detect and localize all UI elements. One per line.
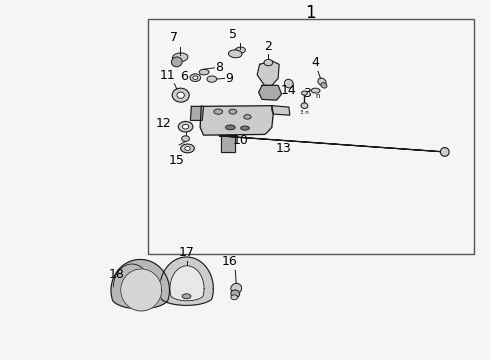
Ellipse shape [207,76,217,82]
Ellipse shape [177,92,184,98]
Polygon shape [200,106,273,135]
Text: 4: 4 [312,55,319,68]
Polygon shape [257,61,279,85]
Polygon shape [111,260,170,309]
Ellipse shape [172,57,182,67]
Text: 8: 8 [215,60,223,74]
Ellipse shape [231,283,242,294]
Text: 6: 6 [180,70,188,83]
Text: 16: 16 [221,255,237,268]
Ellipse shape [199,69,209,75]
Polygon shape [121,269,162,311]
Ellipse shape [284,79,294,88]
Text: 1: 1 [305,4,316,22]
Polygon shape [170,266,204,301]
Ellipse shape [301,91,307,95]
Text: 3: 3 [303,86,311,100]
Text: 11: 11 [160,69,176,82]
Ellipse shape [244,114,251,119]
Ellipse shape [231,290,240,298]
Ellipse shape [231,295,238,300]
Text: n: n [316,93,320,99]
Ellipse shape [321,83,327,88]
Text: 13: 13 [276,142,292,155]
Polygon shape [160,257,213,305]
Text: 10: 10 [232,134,248,147]
Polygon shape [220,136,448,152]
Ellipse shape [301,103,308,108]
Text: 15: 15 [169,154,185,167]
Ellipse shape [225,125,235,130]
Ellipse shape [241,126,249,130]
Text: 9: 9 [225,72,233,85]
Text: 14: 14 [280,84,296,97]
Text: 18: 18 [109,268,124,281]
Ellipse shape [214,109,222,114]
Bar [147,19,474,253]
Text: 12: 12 [156,117,172,130]
Ellipse shape [264,59,273,66]
Text: 5: 5 [229,27,237,41]
Ellipse shape [182,294,191,299]
Polygon shape [191,107,203,120]
Polygon shape [259,85,282,100]
Ellipse shape [311,88,320,93]
Ellipse shape [172,53,188,62]
Ellipse shape [172,88,189,102]
Ellipse shape [235,47,245,54]
Ellipse shape [441,148,449,156]
Ellipse shape [318,78,326,86]
Ellipse shape [185,147,190,150]
Ellipse shape [190,74,201,81]
Text: 3 n: 3 n [300,110,309,115]
Text: 7: 7 [171,31,178,44]
Text: 17: 17 [178,247,195,260]
Polygon shape [220,135,235,152]
Ellipse shape [228,50,242,58]
Ellipse shape [193,76,198,80]
Ellipse shape [178,121,193,132]
Polygon shape [272,106,290,115]
Ellipse shape [181,144,195,153]
Ellipse shape [182,136,190,141]
Ellipse shape [229,109,237,114]
Text: 2: 2 [265,40,272,53]
Ellipse shape [182,125,189,129]
